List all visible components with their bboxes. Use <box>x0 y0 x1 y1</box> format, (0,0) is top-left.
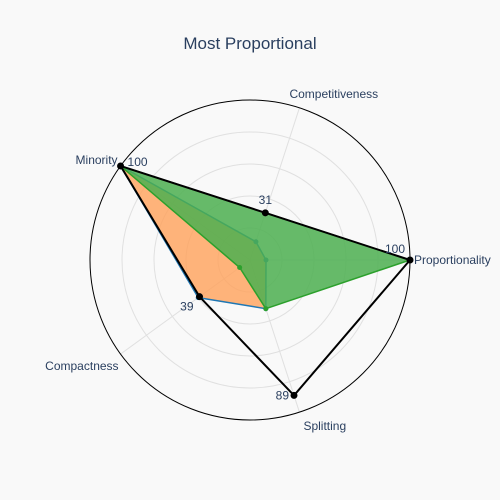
data-label: 39 <box>180 300 194 314</box>
axis-label-minority: Minority <box>76 153 118 167</box>
data-label: 89 <box>276 388 290 402</box>
data-label: 100 <box>385 242 405 256</box>
axis-label-competitiveness: Competitiveness <box>289 87 378 101</box>
data-point <box>261 209 269 217</box>
chart-title: Most Proportional <box>183 34 317 53</box>
series-polygon <box>119 164 411 397</box>
axis-label-proportionality: Proportionality <box>414 253 491 267</box>
axis-label-compactness: Compactness <box>45 359 118 373</box>
axis-label-splitting: Splitting <box>303 419 346 433</box>
data-point <box>237 265 243 271</box>
data-point <box>196 293 204 301</box>
data-label: 31 <box>259 193 273 207</box>
data-point <box>263 306 269 312</box>
outer-circle <box>89 99 411 421</box>
data-point <box>290 391 298 399</box>
data-label: 100 <box>128 155 148 169</box>
